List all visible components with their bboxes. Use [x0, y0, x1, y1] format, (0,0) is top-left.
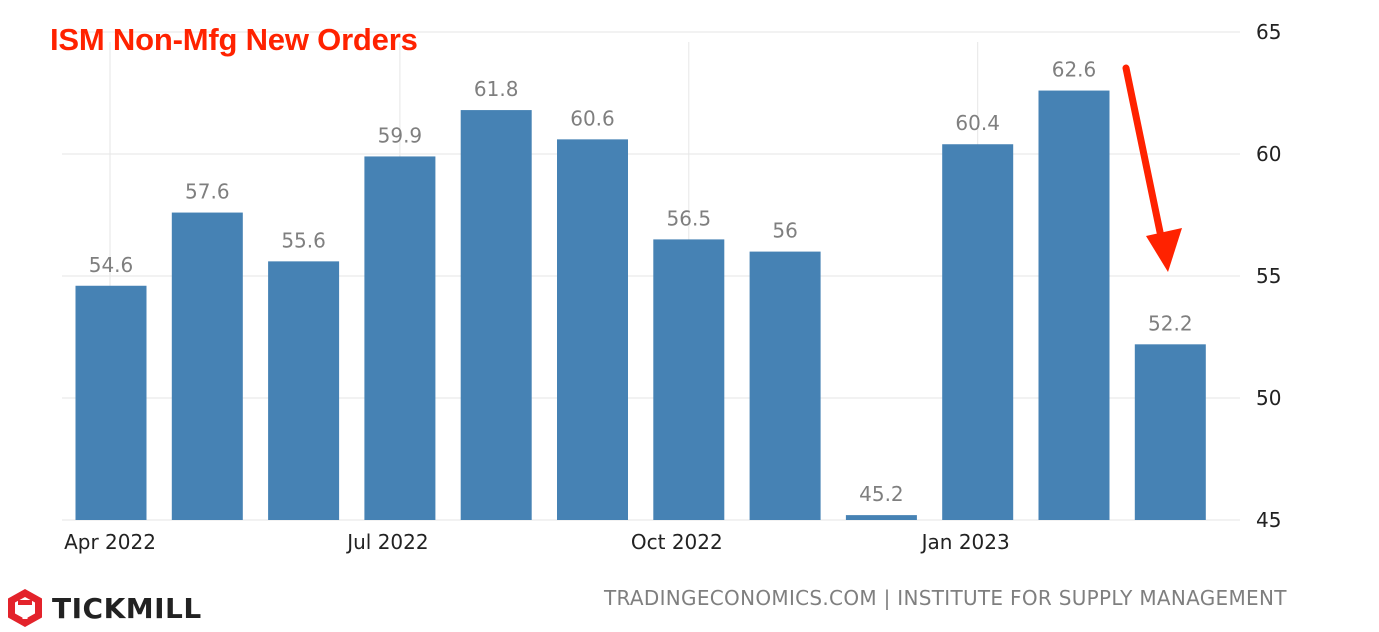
bar	[171, 212, 243, 520]
value-label: 62.6	[1052, 58, 1097, 82]
value-label: 60.4	[955, 111, 1000, 135]
bar	[1134, 344, 1206, 520]
bar	[942, 144, 1014, 521]
chart-title: ISM Non-Mfg New Orders	[50, 22, 418, 57]
tickmill-hexagon-icon	[8, 589, 42, 627]
y-tick-label: 50	[1256, 386, 1281, 410]
value-label: 56.5	[667, 206, 712, 230]
y-tick-label: 55	[1256, 264, 1281, 288]
value-label: 60.6	[570, 106, 615, 130]
x-tick-label: Apr 2022	[64, 530, 156, 554]
value-label: 54.6	[89, 253, 134, 277]
source-text: TRADINGECONOMICS.COM | INSTITUTE FOR SUP…	[604, 586, 1287, 610]
x-tick-label: Oct 2022	[631, 530, 723, 554]
bar	[75, 285, 147, 520]
x-axis-ticks: Apr 2022 Jul 2022 Oct 2022 Jan 2023	[64, 530, 1010, 554]
bar	[460, 110, 532, 520]
value-label: 52.2	[1148, 311, 1193, 335]
bar	[557, 139, 628, 521]
bar	[364, 156, 436, 520]
value-label: 57.6	[185, 180, 230, 204]
annotation	[1122, 64, 1182, 272]
value-label: 55.6	[281, 228, 326, 252]
bar	[845, 515, 917, 520]
value-label: 61.8	[474, 77, 519, 101]
y-tick-label: 60	[1256, 142, 1281, 166]
logo-text: TICKMILL	[52, 591, 202, 625]
bar	[749, 251, 821, 520]
bar	[1038, 90, 1110, 520]
bar	[268, 261, 340, 520]
bars	[75, 90, 1206, 521]
value-label: 56	[772, 219, 797, 243]
value-label: 45.2	[859, 482, 904, 506]
y-tick-label: 45	[1256, 508, 1281, 532]
arrow-shaft	[1122, 64, 1164, 236]
tickmill-logo: TICKMILL	[6, 586, 202, 630]
value-labels: 54.6 57.6 55.6 59.9 61.8 60.6 56.5 56 45.2 60.4 62…	[89, 58, 1193, 507]
x-tick-label: Jan 2023	[920, 530, 1010, 554]
arrow-head-icon	[1146, 228, 1182, 272]
y-tick-label: 65	[1256, 20, 1281, 44]
x-tick-label: Jul 2022	[345, 530, 428, 554]
y-axis-ticks: 45 50 55 60 65	[1256, 20, 1281, 532]
value-label: 59.9	[378, 123, 423, 147]
bar	[653, 239, 725, 520]
